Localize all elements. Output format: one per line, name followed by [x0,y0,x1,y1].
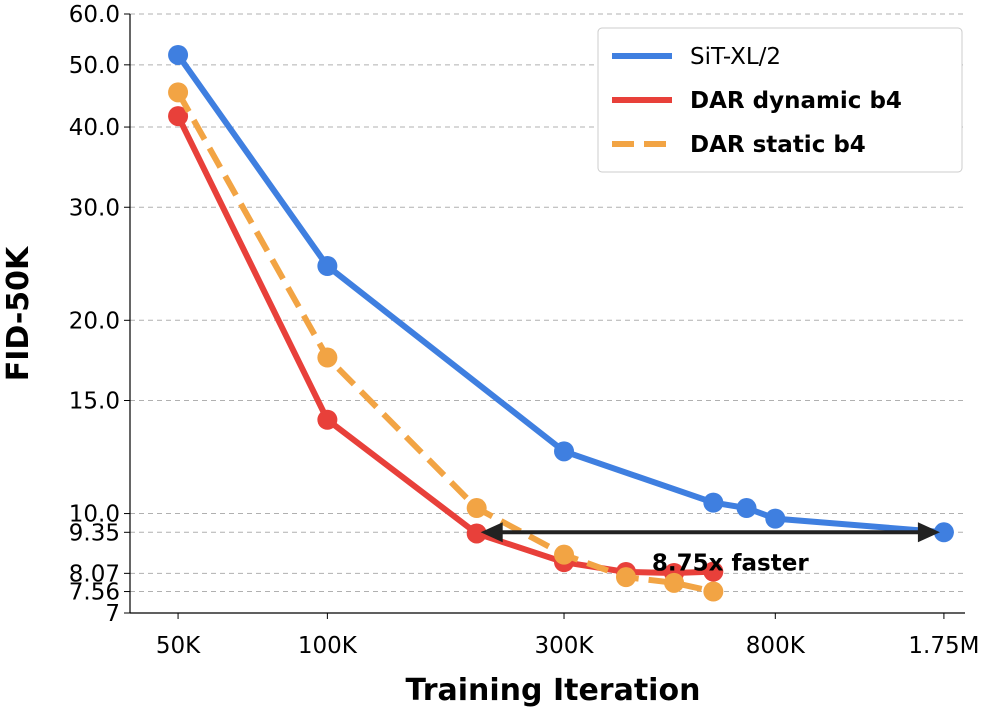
legend-box [597,27,963,173]
point [554,544,575,565]
y-tick-label: 30.0 [69,195,120,221]
series-line [175,114,714,576]
x-tick-label: 100K [298,633,358,659]
point [615,567,636,588]
y-tick-label: 60.0 [69,2,120,28]
point [703,561,724,582]
y-tick-label: 50.0 [69,53,120,79]
point [317,347,338,368]
point [765,508,786,529]
point [168,82,189,103]
point [317,409,338,430]
point [466,498,487,519]
y-axis-label: FID-50K [1,245,36,381]
y-tick-label: 9.35 [69,520,120,546]
y-tick-label: 20.0 [69,308,120,334]
y-tick-label: 40.0 [69,115,120,141]
y-tick-label: 7 [105,601,120,627]
point [317,256,338,277]
point [168,106,189,127]
y-tick-label: 8.07 [69,561,120,587]
point [168,44,189,65]
arrow-head [917,522,940,543]
y-tick-label: 7.56 [69,580,120,606]
annotation-text: 8.75x faster [652,550,809,576]
x-tick-label: 50K [156,633,201,659]
point [703,492,724,513]
y-tick-label: 10.0 [69,502,120,528]
legend-label: DAR static b4 [690,132,866,158]
point [466,523,487,544]
legend-label: SiT-XL/2 [690,44,781,70]
x-tick-label: 1.75M [908,633,979,659]
point [703,581,724,602]
y-tick-label: 15.0 [69,389,120,415]
legend-label: DAR dynamic b4 [690,88,902,114]
arrow-head [480,522,503,543]
point [736,498,757,519]
point [933,522,954,543]
x-tick-label: 300K [535,633,595,659]
x-tick-label: 800K [746,633,806,659]
point [664,572,685,593]
point [554,441,575,462]
x-axis-label: Training Iteration [406,673,701,708]
